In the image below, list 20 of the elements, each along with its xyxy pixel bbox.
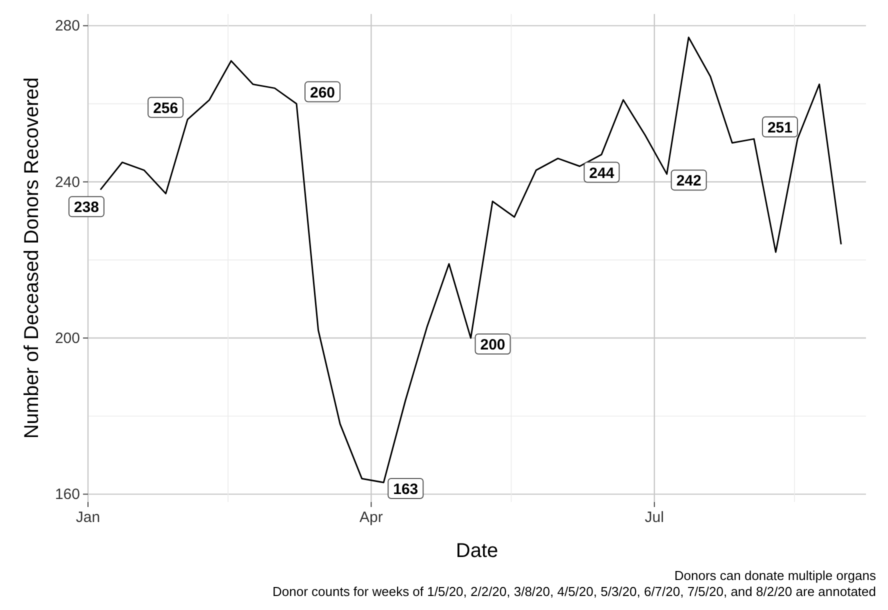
data-label: 238: [74, 199, 99, 216]
y-tick-label: 240: [54, 174, 80, 191]
text: Donors can donate multiple organs: [674, 568, 876, 583]
data-label: 163: [393, 480, 418, 498]
y-tick-label: 160: [54, 486, 80, 504]
y-axis-title: Number of Deceased Donors Recovered: [21, 77, 43, 439]
data-label: 200: [480, 336, 506, 354]
y-tick-label: 200: [54, 330, 80, 348]
data-label: 244: [589, 164, 615, 182]
y-tick-label: 280: [54, 18, 80, 35]
data-label: 256: [153, 100, 178, 117]
x-tick-label: Jan: [76, 509, 100, 526]
line-series: [100, 36, 842, 484]
data-label: 260: [310, 84, 336, 102]
data-label: 251: [767, 119, 792, 136]
data-label: 242: [676, 172, 702, 190]
x-tick-label: Jul: [644, 509, 664, 526]
x-tick-label: Apr: [360, 509, 383, 526]
text: Donor counts for weeks of 1/5/20, 2/2/20, 3/8/20, 4/5/20, 5/3/20, 6/7/20, 7/5/20, and 8/2/20 are annotated: [272, 584, 876, 599]
x-axis-title: Date: [456, 540, 498, 562]
